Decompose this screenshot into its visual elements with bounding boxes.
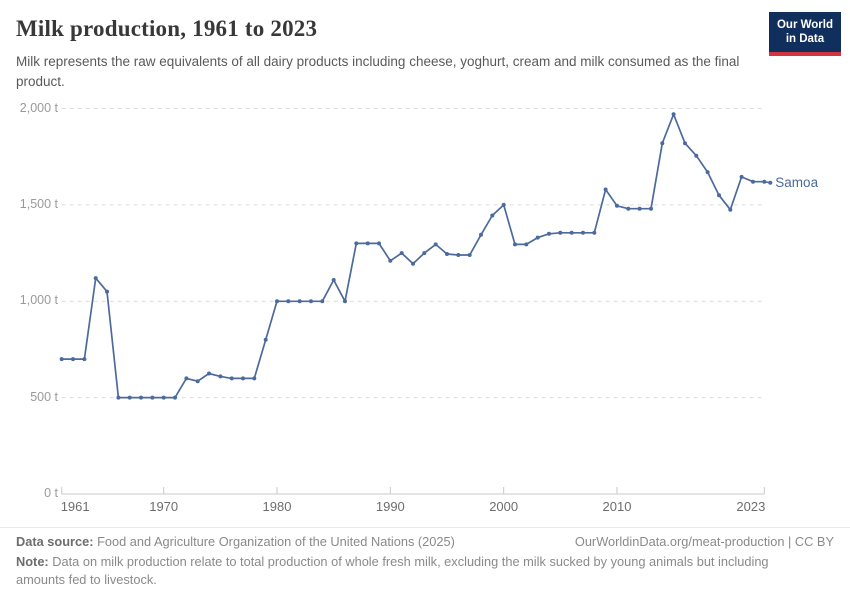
x-axis-tick-label: 2010 xyxy=(602,499,632,514)
x-axis-tick-label: 1961 xyxy=(60,499,90,514)
data-point-2013[interactable] xyxy=(649,206,653,211)
y-axis-tick-label: 2,000 t xyxy=(19,100,58,115)
data-source-line: Data source: Food and Agriculture Organi… xyxy=(16,534,455,549)
data-point-1992[interactable] xyxy=(411,261,415,266)
data-point-2022[interactable] xyxy=(751,179,755,184)
data-point-2008[interactable] xyxy=(592,230,597,235)
data-point-1979[interactable] xyxy=(263,337,268,342)
data-point-2011[interactable] xyxy=(626,206,631,211)
data-point-1973[interactable] xyxy=(195,379,200,384)
data-point-2003[interactable] xyxy=(535,235,540,240)
data-point-1988[interactable] xyxy=(365,241,370,246)
data-point-1968[interactable] xyxy=(139,395,143,400)
data-point-1991[interactable] xyxy=(399,251,404,256)
data-source-label: Data source: xyxy=(16,534,94,549)
data-point-2023[interactable] xyxy=(762,179,767,184)
data-point-1995[interactable] xyxy=(445,252,449,256)
y-axis-tick-label: 0 t xyxy=(44,486,58,500)
data-point-2000[interactable] xyxy=(501,202,506,207)
data-point-2007[interactable] xyxy=(581,230,585,235)
data-point-2020[interactable] xyxy=(728,207,733,212)
x-axis-tick-label: 2000 xyxy=(489,499,519,514)
entity-label-samoa[interactable]: Samoa xyxy=(775,174,819,190)
data-point-2010[interactable] xyxy=(615,203,619,208)
data-point-1997[interactable] xyxy=(467,253,472,257)
data-point-1982[interactable] xyxy=(297,299,302,304)
x-axis-tick-label: 2023 xyxy=(736,499,766,514)
data-point-1967[interactable] xyxy=(127,395,132,400)
data-point-1981[interactable] xyxy=(286,299,291,304)
owid-url-link[interactable]: OurWorldinData.org/meat-production | CC … xyxy=(574,534,834,549)
chart-title: Milk production, 1961 to 2023 xyxy=(16,16,318,41)
data-point-1983[interactable] xyxy=(309,299,313,304)
data-point-1971[interactable] xyxy=(173,395,177,400)
data-point-1985[interactable] xyxy=(331,278,336,282)
data-point-1975[interactable] xyxy=(218,374,223,379)
y-axis-tick-label: 1,000 t xyxy=(19,293,58,308)
chart-note: Note: Data on milk production relate to … xyxy=(16,553,776,589)
note-label: Note: xyxy=(16,554,49,569)
data-point-1999[interactable] xyxy=(490,213,495,218)
data-point-1990[interactable] xyxy=(388,258,393,263)
owid-logo-line2: in Data xyxy=(785,33,825,46)
data-point-1965[interactable] xyxy=(105,289,109,294)
data-point-1970[interactable] xyxy=(161,395,166,400)
data-point-1978[interactable] xyxy=(252,376,257,381)
data-point-1962[interactable] xyxy=(71,357,75,362)
data-point-1969[interactable] xyxy=(150,395,155,400)
owid-logo-line1: Our World xyxy=(776,19,833,31)
data-point-1987[interactable] xyxy=(354,241,359,246)
data-point-1996[interactable] xyxy=(456,253,461,257)
data-point-2015[interactable] xyxy=(671,112,676,117)
data-point-1963[interactable] xyxy=(82,357,87,362)
data-point-2001[interactable] xyxy=(513,242,517,247)
data-point-2002[interactable] xyxy=(524,242,529,247)
data-point-2005[interactable] xyxy=(558,230,563,235)
x-axis-tick-label: 1970 xyxy=(149,499,179,514)
x-axis-tick-label: 1980 xyxy=(262,499,292,514)
chart-footer: Data source: Food and Agriculture Organi… xyxy=(0,527,850,589)
x-axis-tick-label: 1990 xyxy=(375,499,405,514)
data-point-2006[interactable] xyxy=(569,230,574,235)
series-line-samoa[interactable] xyxy=(60,113,766,399)
y-axis-tick-label: 500 t xyxy=(30,389,58,404)
data-point-1986[interactable] xyxy=(343,299,347,304)
data-point-1993[interactable] xyxy=(422,251,427,256)
data-point-2018[interactable] xyxy=(705,170,710,175)
data-point-1980[interactable] xyxy=(275,299,279,304)
data-point-1972[interactable] xyxy=(184,376,189,381)
data-point-2017[interactable] xyxy=(694,153,699,158)
data-point-1974[interactable] xyxy=(207,371,211,376)
data-point-1998[interactable] xyxy=(479,232,483,237)
data-point-1964[interactable] xyxy=(93,276,98,281)
data-point-1977[interactable] xyxy=(241,376,245,381)
data-point-2009[interactable] xyxy=(603,187,608,192)
data-point-2016[interactable] xyxy=(683,141,687,146)
data-source-text: Food and Agriculture Organization of the… xyxy=(93,534,455,549)
data-point-2004[interactable] xyxy=(547,231,551,236)
data-point-1976[interactable] xyxy=(229,376,234,381)
note-text: Data on milk production relate to total … xyxy=(16,554,769,587)
data-point-1966[interactable] xyxy=(116,395,121,400)
data-point-2019[interactable] xyxy=(717,193,721,198)
data-point-1994[interactable] xyxy=(433,242,438,247)
y-axis-tick-label: 1,500 t xyxy=(19,196,58,211)
data-point-1984[interactable] xyxy=(320,299,325,304)
owid-logo[interactable]: Our World in Data xyxy=(768,12,841,56)
data-point-2014[interactable] xyxy=(660,141,665,146)
data-point-2012[interactable] xyxy=(637,206,642,211)
data-point-1989[interactable] xyxy=(377,241,381,246)
data-point-2021[interactable] xyxy=(739,174,744,179)
chart-subtitle: Milk represents the raw equivalents of a… xyxy=(16,54,740,89)
data-point-1961[interactable] xyxy=(59,357,64,362)
entity-label-dot xyxy=(768,180,773,185)
